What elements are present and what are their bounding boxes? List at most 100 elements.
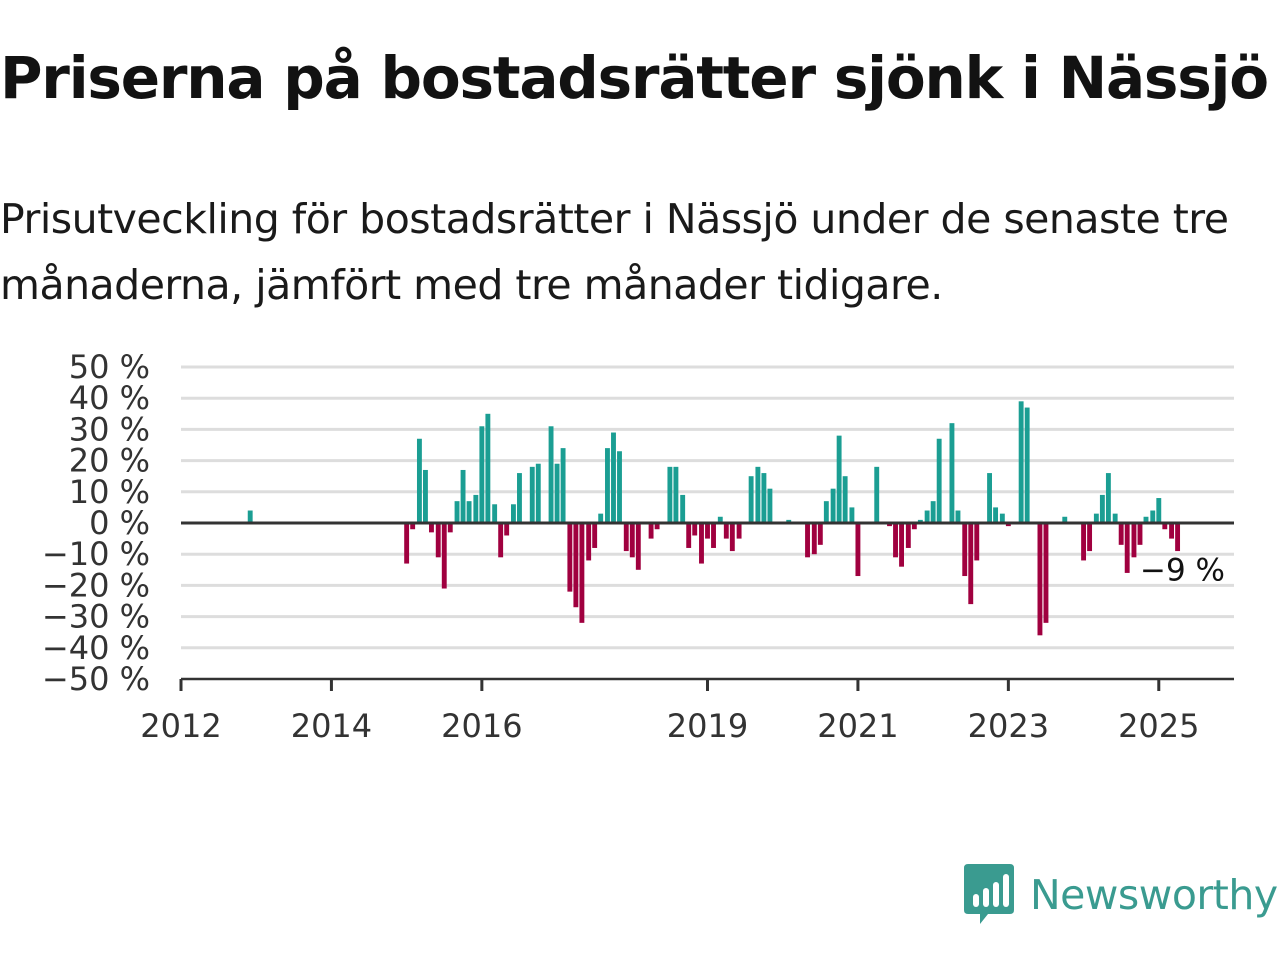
bar-negative xyxy=(805,523,810,558)
bar-positive xyxy=(1156,498,1162,523)
bar-positive xyxy=(479,426,485,523)
y-tick-label: 30 % xyxy=(69,410,150,448)
bar-positive xyxy=(598,513,604,523)
bar-chart: 50 %40 %30 %20 %10 %0 %−10 %−20 %−30 %−4… xyxy=(42,348,1234,745)
bar-negative xyxy=(893,523,898,558)
bar-negative xyxy=(699,523,704,564)
bar-positive xyxy=(517,473,522,523)
bar-positive xyxy=(673,466,679,523)
chart-title: Priserna på bostadsrätter sjönk i Nässjö xyxy=(0,44,1269,112)
bar-negative xyxy=(736,523,742,539)
gridlines xyxy=(181,365,1234,650)
bar-positive xyxy=(423,469,428,523)
x-tick-label: 2023 xyxy=(968,707,1049,745)
bar-negative xyxy=(623,523,629,552)
bar-positive xyxy=(874,466,880,523)
bar-positive xyxy=(1024,407,1030,523)
bar-negative xyxy=(1043,523,1049,623)
y-tick-label: 50 % xyxy=(69,348,150,386)
bar-positive xyxy=(1062,516,1068,523)
bar-negative xyxy=(905,523,911,548)
bar-negative xyxy=(498,523,504,558)
bar-negative xyxy=(1005,523,1011,527)
bar-negative xyxy=(686,523,692,548)
bar-positive xyxy=(667,466,673,523)
bar-negative xyxy=(567,523,573,592)
bar-negative xyxy=(723,523,729,539)
bar-positive xyxy=(849,507,855,523)
bar-negative xyxy=(635,523,641,570)
y-tick-label: −20 % xyxy=(42,566,150,604)
bar-positive xyxy=(548,426,554,523)
bar-negative xyxy=(962,523,968,577)
bar-negative xyxy=(711,523,716,548)
bar-positive xyxy=(611,432,616,523)
y-tick-label: −50 % xyxy=(42,660,150,698)
bar-positive xyxy=(930,501,936,523)
bar-positive xyxy=(554,463,560,523)
y-tick-label: 10 % xyxy=(69,473,150,511)
x-tick-label: 2019 xyxy=(667,707,748,745)
bar-negative xyxy=(1037,523,1043,636)
bar-negative xyxy=(429,523,434,533)
bar-positive xyxy=(755,466,761,523)
bar-negative xyxy=(811,523,817,555)
bar-negative xyxy=(1118,523,1124,545)
y-tick-label: 0 % xyxy=(89,504,150,542)
bar-negative xyxy=(586,523,592,561)
bar-positive xyxy=(924,510,930,523)
bar-negative xyxy=(887,523,892,527)
newsworthy-logo: Newsworthy xyxy=(964,864,1278,926)
y-tick-label: 40 % xyxy=(69,379,150,417)
last-value-label: −9 % xyxy=(1140,553,1225,589)
bar-chart-speech-bubble-icon xyxy=(964,864,1014,924)
bar-positive xyxy=(454,501,460,523)
x-tick-label: 2016 xyxy=(441,707,522,745)
bar-negative xyxy=(1162,523,1168,530)
bar-negative xyxy=(1137,523,1143,545)
bar-negative xyxy=(974,523,980,561)
bar-negative xyxy=(441,523,447,589)
bar-positive xyxy=(1143,516,1149,523)
bar-negative xyxy=(705,523,710,539)
axes xyxy=(181,521,1234,681)
bar-negative xyxy=(692,523,698,536)
bar-negative xyxy=(1131,523,1137,558)
bar-negative xyxy=(592,523,598,548)
bar-negative xyxy=(404,523,410,564)
x-tick-label: 2025 xyxy=(1118,707,1199,745)
bar-positive xyxy=(717,516,723,523)
bar-positive xyxy=(949,423,955,523)
bar-positive xyxy=(1018,401,1024,523)
bar-positive xyxy=(761,473,767,523)
bar-positive xyxy=(955,510,961,523)
bar-positive xyxy=(511,504,516,523)
bar-negative xyxy=(899,523,904,567)
bar-negative xyxy=(435,523,441,558)
bar-positive xyxy=(842,476,848,523)
chart-subtitle: Prisutveckling för bostadsrätter i Nässj… xyxy=(0,195,1229,309)
bar-negative xyxy=(911,523,917,530)
x-tick-label: 2021 xyxy=(817,707,898,745)
bar-positive xyxy=(605,448,610,523)
bar-positive xyxy=(680,494,686,523)
bar-positive xyxy=(492,504,498,523)
bar-positive xyxy=(999,513,1005,523)
x-axis-tick-labels: 2012 2014 2016 2019 2021 2023 2025 xyxy=(140,679,1200,745)
bar-positive xyxy=(1105,473,1111,523)
bar-negative xyxy=(573,523,579,608)
y-tick-label: −30 % xyxy=(42,598,150,636)
bar-negative xyxy=(817,523,823,545)
bar-positive xyxy=(529,466,535,523)
bar-negative xyxy=(648,523,654,539)
bar-negative xyxy=(410,523,416,530)
x-tick-label: 2012 xyxy=(140,707,221,745)
bar-negative xyxy=(729,523,735,552)
bar-positive xyxy=(917,519,923,523)
bar-negative xyxy=(1169,523,1175,539)
bar-positive xyxy=(473,494,479,523)
bar-positive xyxy=(1093,513,1099,523)
bar-negative xyxy=(579,523,585,623)
brand-name: Newsworthy xyxy=(1030,871,1278,919)
bar-negative xyxy=(1081,523,1087,561)
